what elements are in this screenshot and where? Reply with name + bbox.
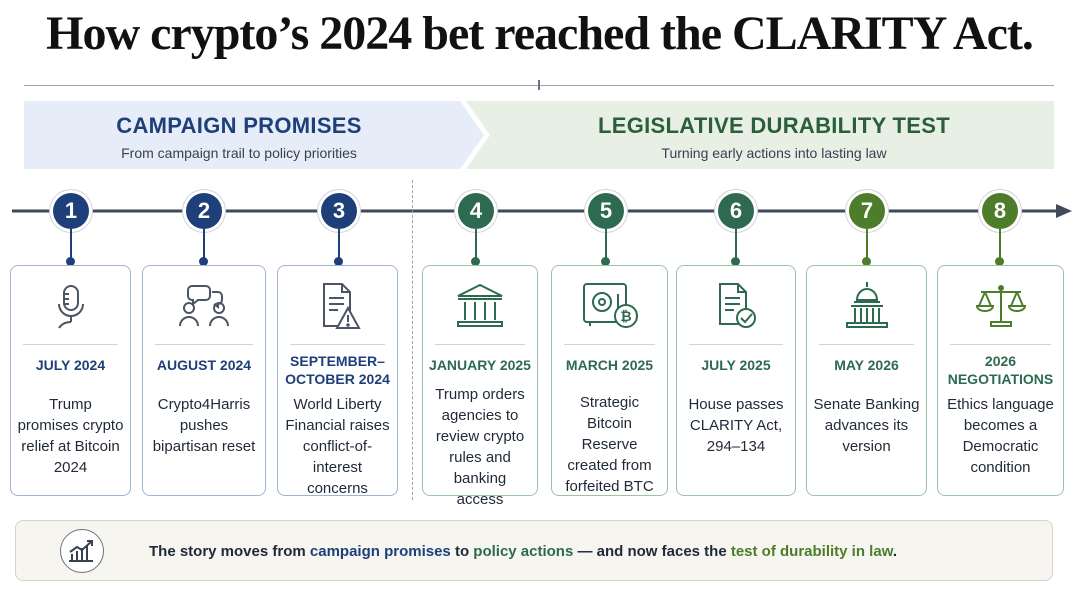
step-connector-dot (66, 257, 75, 266)
step-description: Strategic Bitcoin Reserve created from f… (565, 394, 654, 495)
step-description: Trump promises crypto relief at Bitcoin … (17, 396, 124, 476)
phase-title: LEGISLATIVE DURABILITY TEST (598, 113, 950, 138)
step-connector (605, 229, 607, 261)
step-connector (999, 229, 1001, 261)
step-date: 2026 NEGOTIATIONS (947, 353, 1054, 387)
step-description: Senate Banking advances its version (813, 396, 920, 455)
step-card: JULY 2025 House passes CLARITY Act, 294–… (676, 265, 796, 496)
vault-bitcoin-icon: ₿ (552, 280, 667, 332)
summary-banner: The story moves from campaign promises t… (15, 520, 1053, 581)
timeline-arrow-icon (1056, 204, 1072, 218)
step-card: JULY 2024 Trump promises crypto relief a… (10, 265, 131, 496)
summary-highlight-durability: test of durability in law (730, 543, 893, 560)
government-building-icon (423, 280, 537, 332)
step-card: JANUARY 2025 Trump orders agencies to re… (422, 265, 538, 508)
step-description: Trump orders agencies to review crypto r… (435, 386, 525, 508)
step-number-badge: 8 (982, 193, 1018, 229)
phase-subtitle: From campaign trail to policy priorities (121, 145, 357, 161)
step-connector-dot (471, 257, 480, 266)
step-date: MAY 2026 (834, 357, 899, 373)
phase-banner-shape (466, 101, 1054, 169)
summary-text-part: The story moves from (149, 543, 310, 560)
step-date: JULY 2024 (35, 357, 106, 373)
step-number-badge: 2 (186, 193, 222, 229)
card-separator (155, 344, 253, 345)
step-connector-dot (199, 257, 208, 266)
step-connector-dot (995, 257, 1004, 266)
step-card: SEPTEMBER–OCTOBER 2024 World Liberty Fin… (277, 265, 398, 497)
step-number-badge: 7 (849, 193, 885, 229)
step-connector (866, 229, 868, 261)
step-number-badge: 5 (588, 193, 624, 229)
phase-banner-legislative: LEGISLATIVE DURABILITY TEST Turning earl… (466, 101, 1054, 169)
step-description: House passes CLARITY Act, 294–134 (688, 396, 784, 455)
step-connector (735, 229, 737, 261)
card-separator (564, 344, 655, 345)
step-card: ₿ MARCH 2025 Strategic Bitcoin Reserve c… (551, 265, 668, 496)
step-connector (338, 229, 340, 261)
card-separator (290, 344, 385, 345)
phase-banner-campaign: CAMPAIGN PROMISES From campaign trail to… (24, 101, 484, 169)
step-description: Crypto4Harris pushes bipartisan reset (152, 396, 256, 455)
title-divider-tick (538, 80, 540, 90)
phase-banner-shape (24, 101, 484, 169)
step-connector (203, 229, 205, 261)
summary-highlight-policy: policy actions (473, 543, 574, 560)
step-date: JANUARY 2025 (429, 357, 531, 373)
step-description: World Liberty Financial raises conflict-… (285, 396, 390, 497)
step-date: MARCH 2025 (565, 357, 654, 373)
step-card: MAY 2026 Senate Banking advances its ver… (806, 265, 927, 496)
card-separator (819, 344, 914, 345)
summary-highlight-campaign: campaign promises (309, 543, 451, 560)
summary-text-part: — and now faces the (573, 543, 731, 560)
summary-text: The story moves from campaign promises t… (149, 543, 897, 560)
card-separator (689, 344, 783, 345)
step-description: Ethics language becomes a Democratic con… (947, 396, 1054, 476)
step-connector (70, 229, 72, 261)
summary-text-part: . (892, 543, 897, 560)
timeline-line (12, 204, 1072, 218)
trend-chart-icon (60, 529, 104, 573)
step-number-badge: 1 (53, 193, 89, 229)
conversation-icon (143, 280, 265, 332)
step-date: JULY 2025 (701, 357, 771, 373)
page-title: How crypto’s 2024 bet reached the CLARIT… (46, 7, 1034, 60)
document-check-icon (677, 280, 795, 332)
step-date: SEPTEMBER–OCTOBER 2024 (285, 353, 390, 387)
step-connector-dot (601, 257, 610, 266)
step-number-badge: 3 (321, 193, 357, 229)
phase-divider (412, 180, 413, 500)
step-card: 2026 NEGOTIATIONS Ethics language become… (937, 265, 1064, 496)
phase-title: CAMPAIGN PROMISES (116, 113, 362, 138)
microphone-icon (11, 280, 130, 332)
card-separator (435, 344, 525, 345)
document-warning-icon (278, 280, 397, 332)
step-connector-dot (731, 257, 740, 266)
step-connector-dot (334, 257, 343, 266)
summary-text-part: to (450, 543, 474, 560)
capitol-icon (807, 280, 926, 332)
phase-subtitle: Turning early actions into lasting law (661, 145, 887, 161)
svg-text:₿: ₿ (620, 308, 631, 324)
step-connector-dot (862, 257, 871, 266)
step-card: AUGUST 2024 Crypto4Harris pushes biparti… (142, 265, 266, 496)
step-connector (475, 229, 477, 261)
step-date: AUGUST 2024 (156, 357, 252, 373)
step-number-badge: 6 (718, 193, 754, 229)
card-separator (950, 344, 1051, 345)
card-separator (23, 344, 118, 345)
scales-icon (938, 280, 1063, 332)
step-number-badge: 4 (458, 193, 494, 229)
